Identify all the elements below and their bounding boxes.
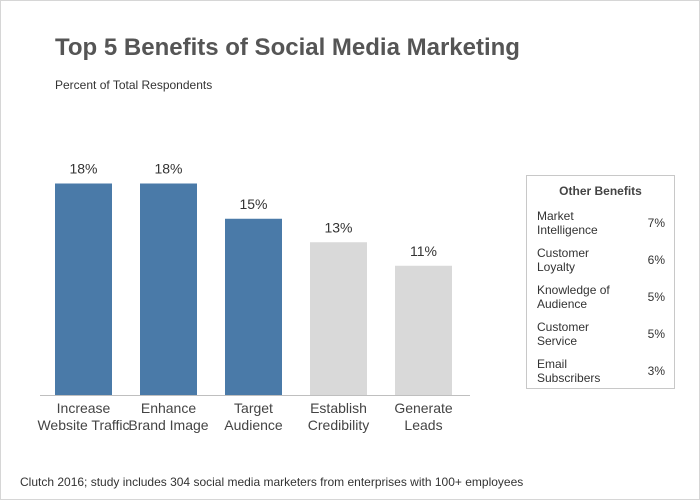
other-benefit-label: Email Subscribers	[537, 357, 601, 385]
bar	[395, 265, 452, 395]
category-label: Target Audience	[224, 400, 283, 433]
other-benefit-value: 3%	[647, 364, 665, 378]
bar	[55, 183, 112, 395]
other-benefits-list: Market Intelligence 7% Customer Loyalty …	[537, 209, 665, 394]
bar-value-label: 11%	[410, 243, 437, 259]
chart-title: Top 5 Benefits of Social Media Marketing	[55, 34, 520, 61]
other-benefit-label: Knowledge of Audience	[537, 283, 610, 311]
other-benefit-value: 7%	[647, 216, 665, 230]
other-benefit-item: Customer Service 5%	[537, 320, 665, 357]
bar-value-label: 15%	[239, 196, 267, 212]
bar	[310, 242, 367, 395]
other-benefit-label: Market Intelligence	[537, 209, 598, 237]
other-benefit-item: Market Intelligence 7%	[537, 209, 665, 246]
other-benefit-value: 5%	[647, 290, 665, 304]
other-benefits-box: Other Benefits Market Intelligence 7% Cu…	[526, 175, 675, 389]
category-label: Enhance Brand Image	[128, 400, 208, 433]
bar	[225, 218, 282, 395]
other-benefit-item: Email Subscribers 3%	[537, 357, 665, 394]
chart-subtitle: Percent of Total Respondents	[55, 78, 213, 92]
category-label: Increase Website Traffic	[37, 400, 129, 433]
other-benefits-title: Other Benefits	[559, 184, 642, 198]
category-label: Generate Leads	[394, 400, 453, 433]
bar	[140, 183, 197, 395]
other-benefit-label: Customer Loyalty	[537, 246, 590, 274]
bar-value-label: 18%	[69, 161, 97, 177]
category-label: Establish Credibility	[308, 400, 369, 433]
bar-value-label: 13%	[324, 219, 352, 235]
other-benefit-label: Customer Service	[537, 320, 590, 348]
footnote: Clutch 2016; study includes 304 social m…	[20, 475, 524, 489]
bar-value-label: 18%	[154, 161, 182, 177]
other-benefit-value: 6%	[647, 253, 665, 267]
other-benefit-item: Customer Loyalty 6%	[537, 246, 665, 283]
other-benefit-item: Knowledge of Audience 5%	[537, 283, 665, 320]
other-benefit-value: 5%	[647, 327, 665, 341]
